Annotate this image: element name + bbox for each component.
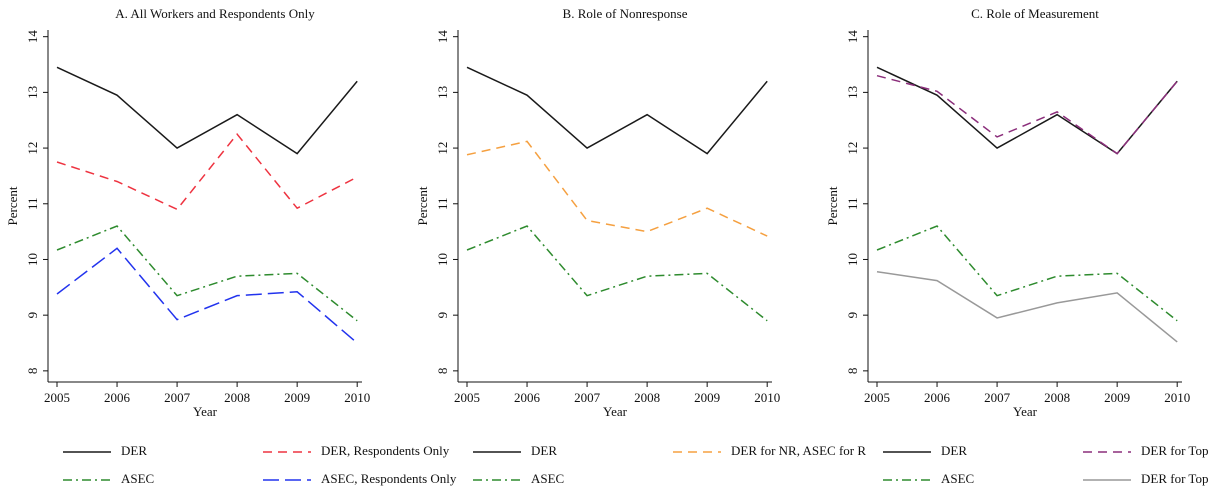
x-tick-label: 2005: [864, 390, 890, 405]
x-tick-label: 2008: [224, 390, 250, 405]
x-tick-label: 2006: [924, 390, 951, 405]
y-tick-label: 10: [845, 253, 860, 266]
x-axis-label: Year: [193, 404, 218, 419]
y-tick-label: 12: [435, 142, 450, 155]
panel: A. All Workers and Respondents Only 8 9 10 1…: [5, 6, 457, 486]
x-tick-label: 2007: [574, 390, 601, 405]
series-line: [56, 247, 358, 344]
chart-title: C. Role of Measurement: [971, 6, 1099, 21]
x-tick-label: 2007: [984, 390, 1011, 405]
series-line: [466, 140, 768, 237]
legend-label: DER for Top Code Only: [1141, 471, 1209, 486]
x-tick-label: 2009: [284, 390, 310, 405]
x-tick-label: 2008: [634, 390, 660, 405]
y-tick-label: 12: [25, 142, 40, 155]
y-tick-label: 11: [25, 198, 40, 211]
legend-label: DER, Respondents Only: [321, 443, 450, 458]
panel: C. Role of Measurement 8 9 10 11 12 13 14 2005 20…: [825, 6, 1209, 486]
x-tick-label: 2010: [344, 390, 370, 405]
y-tick-label: 10: [25, 253, 40, 266]
x-tick-label: 2005: [44, 390, 70, 405]
y-axis-label: Percent: [415, 186, 430, 225]
series-line: [876, 225, 1178, 322]
x-tick-label: 2010: [754, 390, 780, 405]
legend-label: DER: [121, 443, 147, 458]
series-line: [876, 270, 1178, 343]
series-line: [466, 66, 768, 155]
chart-title: A. All Workers and Respondents Only: [115, 6, 315, 21]
legend-label: ASEC: [121, 471, 154, 486]
legend-label: DER: [941, 443, 967, 458]
y-tick-label: 8: [845, 368, 860, 375]
y-tick-label: 13: [25, 86, 40, 99]
series-line: [56, 225, 358, 322]
x-tick-label: 2009: [1104, 390, 1130, 405]
legend-label: DER for Top 50% Only: [1141, 443, 1209, 458]
legend-label: ASEC: [941, 471, 974, 486]
legend-label: DER for NR, ASEC for R: [731, 443, 866, 458]
y-tick-label: 9: [435, 312, 450, 319]
y-tick-label: 13: [435, 86, 450, 99]
x-tick-label: 2006: [514, 390, 541, 405]
y-axis-label: Percent: [825, 186, 840, 225]
y-tick-label: 14: [25, 30, 40, 44]
legend-label: ASEC, Respondents Only: [321, 471, 457, 486]
x-tick-label: 2005: [454, 390, 480, 405]
series-line: [56, 66, 358, 155]
y-tick-label: 14: [845, 30, 860, 44]
series-line: [466, 225, 768, 322]
legend-label: DER: [531, 443, 557, 458]
y-tick-label: 11: [435, 198, 450, 211]
x-axis-label: Year: [603, 404, 628, 419]
y-tick-label: 12: [845, 142, 860, 155]
x-tick-label: 2008: [1044, 390, 1070, 405]
x-tick-label: 2007: [164, 390, 191, 405]
panel: B. Role of Nonresponse 8 9 10 11 12 13 14 2005 20…: [415, 6, 866, 486]
x-axis-label: Year: [1013, 404, 1038, 419]
y-tick-label: 9: [845, 312, 860, 319]
y-tick-label: 10: [435, 253, 450, 266]
x-tick-label: 2010: [1164, 390, 1190, 405]
x-tick-label: 2009: [694, 390, 720, 405]
y-tick-label: 8: [25, 368, 40, 375]
y-tick-label: 11: [845, 198, 860, 211]
chart-title: B. Role of Nonresponse: [563, 6, 688, 21]
x-tick-label: 2006: [104, 390, 131, 405]
y-tick-label: 9: [25, 312, 40, 319]
series-line: [876, 74, 1178, 155]
y-tick-label: 14: [435, 30, 450, 44]
y-tick-label: 8: [435, 368, 450, 375]
y-axis-label: Percent: [5, 186, 20, 225]
series-line: [876, 66, 1178, 155]
legend-label: ASEC: [531, 471, 564, 486]
series-line: [56, 132, 358, 211]
y-tick-label: 13: [845, 86, 860, 99]
